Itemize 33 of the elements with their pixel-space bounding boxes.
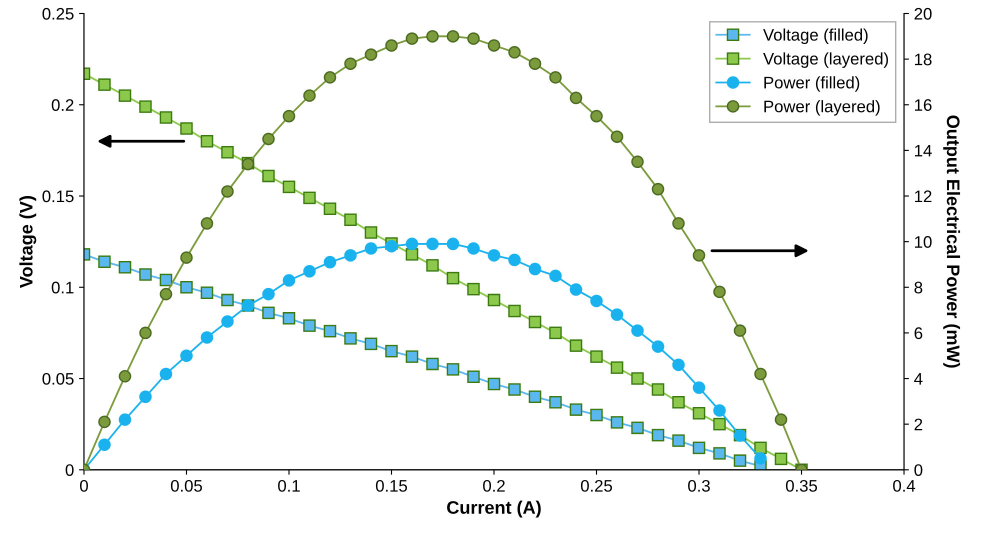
y-axis-title: Voltage (V) [19,196,36,288]
y-tick-label: 0.05 [42,372,74,385]
y2-tick-label: 12 [915,190,932,202]
y2-tick-label: 2 [914,418,922,430]
y-tick-label: 0.25 [42,8,74,20]
x-tick-label: 0.2 [483,480,505,492]
x-tick-label: 0.35 [786,480,818,492]
x-tick-label: 0.3 [688,480,710,492]
y-tick-label: 0 [66,464,74,476]
y2-axis-title: Output Electrical Power (mW) [943,115,960,368]
y-tick-label: 0.2 [52,99,74,111]
y2-tick-label: 10 [915,236,932,248]
x-tick-label: 0 [80,480,88,492]
y-tick-label: 0.15 [42,190,74,202]
y2-tick-label: 20 [914,8,932,20]
y2-tick-label: 18 [915,54,932,66]
legend-label: Voltage (layered) [763,52,888,68]
legend-label: Power (filled) [764,76,860,92]
x-tick-label: 0.25 [580,480,612,492]
y2-tick-label: 6 [914,327,922,340]
y-tick-label: 0.1 [52,282,74,294]
x-tick-label: 0.05 [170,480,202,492]
x-tick-label: 0.15 [376,480,408,492]
y2-tick-label: 14 [915,144,932,156]
y2-tick-label: 4 [914,373,923,385]
y2-tick-label: 0 [914,464,922,476]
x-axis-title: Current (A) [447,500,541,518]
x-tick-label: 0.4 [893,480,916,492]
legend-label: Power (layered) [764,100,880,116]
y2-tick-label: 16 [915,99,932,111]
y2-tick-label: 8 [914,282,922,294]
legend-label: Voltage (filled) [763,28,868,44]
x-tick-label: 0.1 [278,480,300,492]
